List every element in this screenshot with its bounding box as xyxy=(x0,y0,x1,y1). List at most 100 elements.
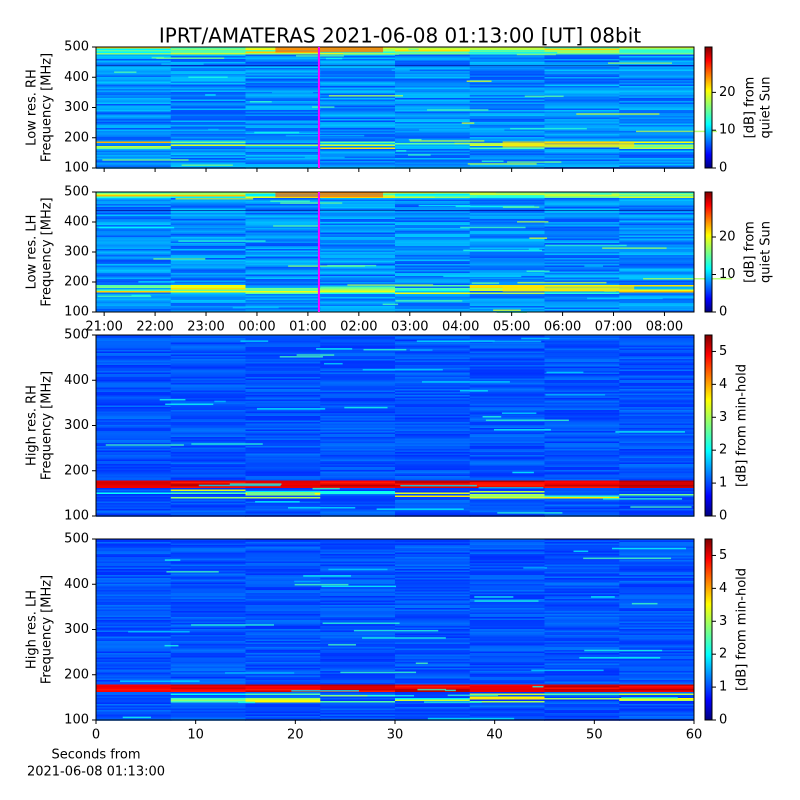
spectrogram-cell xyxy=(170,446,246,448)
spectrogram-cell xyxy=(469,612,545,615)
spectrogram-cell xyxy=(469,53,545,55)
spectrogram-cell xyxy=(395,605,471,607)
spectrogram-cell xyxy=(245,615,321,618)
spectrogram-cell xyxy=(96,108,172,111)
spectrogram-cell xyxy=(320,204,396,206)
spectrogram-cell xyxy=(395,650,471,652)
spectrogram-cell xyxy=(245,365,321,367)
spectrogram-cell xyxy=(619,629,695,631)
spectrogram-cell xyxy=(245,417,321,420)
spectrogram-cell xyxy=(170,632,246,634)
spectrogram-cell xyxy=(170,117,246,120)
spectrogram-cell xyxy=(170,434,246,436)
spectrogram-cell xyxy=(544,410,620,412)
spectrogram-cell xyxy=(320,205,396,208)
spectrogram-streak xyxy=(583,557,672,560)
spectrogram-cell xyxy=(544,350,620,352)
spectrogram-cell xyxy=(619,662,695,664)
spectrogram-cell xyxy=(96,651,172,654)
spectrogram-cell xyxy=(395,258,471,260)
spectrogram-cell xyxy=(395,286,471,289)
spectrogram-cell xyxy=(245,665,321,667)
spectrogram-cell xyxy=(245,247,321,250)
spectrogram-cell xyxy=(170,98,246,100)
spectrogram-cell xyxy=(170,431,246,433)
spectrogram-cell xyxy=(245,309,321,311)
spectrogram-cell xyxy=(170,297,246,299)
spectrogram-cell xyxy=(245,108,321,111)
spectrogram-cell xyxy=(395,543,471,546)
spectrogram-cell xyxy=(170,597,246,600)
spectrogram-cell xyxy=(544,474,620,477)
spectrogram-cell xyxy=(170,402,246,405)
spectrogram-cell xyxy=(469,126,545,129)
spectrogram-cell xyxy=(544,483,620,486)
spectrogram-cell xyxy=(395,651,471,654)
spectrogram-cell xyxy=(96,443,172,445)
spectrogram-streak xyxy=(279,356,323,358)
spectrogram-cell xyxy=(96,253,172,256)
spectrogram-cell xyxy=(544,71,620,73)
spectrogram-cell xyxy=(469,363,545,366)
spectrogram-cell xyxy=(96,69,172,72)
spectrogram-cell xyxy=(96,602,172,604)
spectrogram-cell xyxy=(544,645,620,648)
spectrogram-cell xyxy=(395,207,471,209)
spectrogram-cell xyxy=(96,441,172,444)
spectrogram-cell xyxy=(544,117,620,120)
spectrogram-cell xyxy=(320,668,396,670)
spectrogram-cell xyxy=(170,470,246,472)
spectrogram-cell xyxy=(469,387,545,390)
spectrogram-cell xyxy=(320,488,396,490)
spectrogram-cell xyxy=(245,384,321,387)
spectrogram-cell xyxy=(245,509,321,511)
spectrogram-cell xyxy=(395,342,471,345)
spectrogram-cell xyxy=(96,431,172,433)
spectrogram-cell xyxy=(320,350,396,352)
spectrogram-cell xyxy=(544,605,620,607)
spectrogram-cell xyxy=(96,384,172,387)
spectrogram-cell xyxy=(469,483,545,486)
spectrogram-cell xyxy=(619,578,695,580)
spectrogram-cell xyxy=(245,611,321,613)
colorbar xyxy=(704,46,713,169)
spectrogram-cell xyxy=(170,573,246,576)
spectrogram-cell xyxy=(170,417,246,420)
spectrogram-cell xyxy=(170,506,246,508)
spectrogram-cell xyxy=(96,300,172,302)
spectrogram-cell xyxy=(96,57,172,60)
spectrogram-cell xyxy=(619,366,695,369)
spectrogram-cell xyxy=(619,138,695,141)
spectrogram-cell xyxy=(544,249,620,251)
spectrogram-cell xyxy=(96,407,172,409)
y-axis-label: Frequency [MHz] xyxy=(40,575,55,684)
spectrogram-cell xyxy=(469,354,545,357)
spectrogram-cell xyxy=(170,438,246,441)
spectrogram-cell xyxy=(170,359,246,361)
spectrogram-cell xyxy=(619,464,695,466)
spectrogram-cell xyxy=(395,564,471,567)
spectrogram-cell xyxy=(469,570,545,573)
spectrogram-streak xyxy=(229,483,282,485)
spectrogram-cell xyxy=(245,336,321,339)
spectrogram-streak xyxy=(529,237,548,239)
spectrogram-cell xyxy=(395,356,471,358)
spectrogram-cell xyxy=(619,307,695,310)
spectrogram-cell xyxy=(96,600,172,603)
spectrogram-cell xyxy=(170,140,246,142)
spectrogram-cell xyxy=(245,552,321,555)
spectrogram-cell xyxy=(544,307,620,310)
spectrogram-cell xyxy=(245,285,321,287)
spectrogram-cell xyxy=(320,274,396,277)
spectrogram-cell xyxy=(170,306,246,308)
spectrogram-cell xyxy=(245,423,321,426)
spectrogram-cell xyxy=(245,407,321,409)
spectrogram-cell xyxy=(395,482,471,484)
spectrogram-cell xyxy=(320,716,396,718)
spectrogram-cell xyxy=(245,653,321,655)
spectrogram-cell xyxy=(320,295,396,298)
colorbar-tick-label: 2 xyxy=(719,647,727,662)
spectrogram-cell xyxy=(619,396,695,399)
spectrogram-cell xyxy=(320,608,396,610)
spectrogram-cell xyxy=(245,651,321,654)
